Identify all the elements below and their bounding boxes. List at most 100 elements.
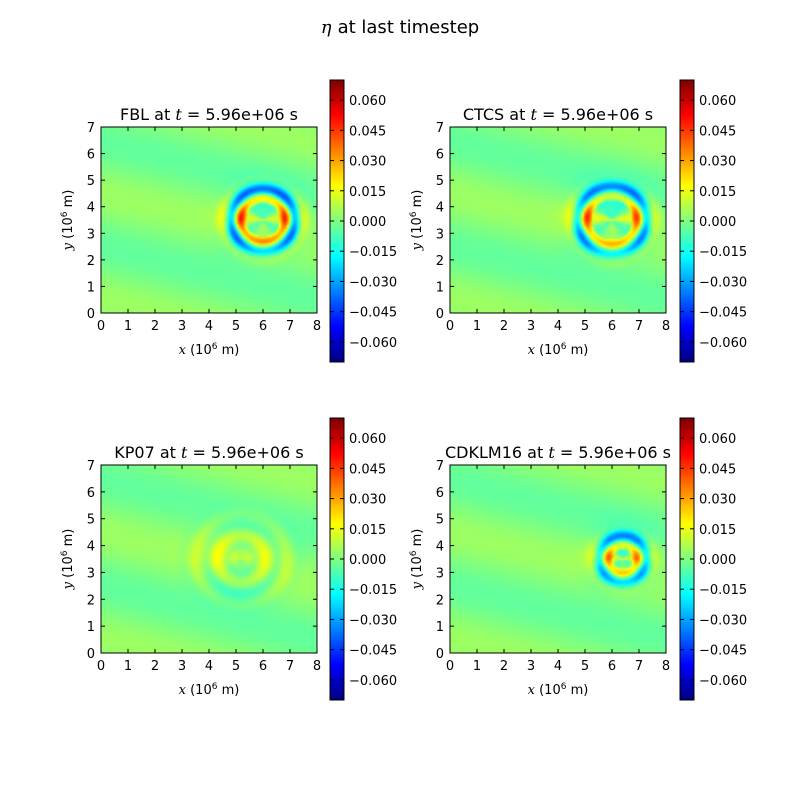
- y-tick-label: 5: [87, 174, 95, 189]
- x-tick-label: 3: [178, 659, 186, 674]
- y-tick-label: 7: [87, 121, 95, 136]
- heatmap-panel-4: CDKLM16 at t = 5.96e+06 s 0 1 2 3 4 5 6 7 8 0 1 2 3 4 5…: [409, 417, 747, 701]
- panel-title: CDKLM16 at t = 5.96e+06 s: [445, 443, 671, 462]
- x-axis-label: x (106 m): [528, 682, 589, 698]
- colorbar-tick-label: −0.015: [699, 583, 747, 598]
- panel-title-scheme: KP07 at: [114, 443, 181, 462]
- panel-title-value: = 5.96e+06 s: [537, 105, 653, 124]
- colorbar-tick-label: −0.030: [349, 613, 397, 628]
- x-tick-label: 6: [608, 319, 616, 334]
- x-tick-label: 7: [286, 659, 294, 674]
- y-tick-label: 0: [87, 307, 95, 322]
- y-tick-label: 0: [436, 647, 444, 662]
- colorbar-tick-label: −0.015: [349, 583, 397, 598]
- y-tick-label: 2: [436, 593, 444, 608]
- panel-title-value: = 5.96e+06 s: [182, 105, 298, 124]
- y-tick-label: 7: [436, 121, 444, 136]
- colorbar-tick-label: 0.045: [349, 462, 386, 477]
- x-tick-label: 4: [205, 659, 213, 674]
- y-tick-label: 2: [87, 593, 95, 608]
- colorbar-tick-label: 0.060: [699, 94, 736, 109]
- panel-title-scheme: CDKLM16 at: [445, 443, 548, 462]
- y-axis-label: y (106 m): [409, 529, 425, 591]
- y-axis-label: y (106 m): [409, 190, 425, 252]
- panel-title: FBL at t = 5.96e+06 s: [120, 105, 298, 124]
- x-tick-label: 4: [205, 319, 213, 334]
- colorbar: [680, 80, 694, 362]
- colorbar-tick-label: 0.060: [699, 432, 736, 447]
- y-tick-label: 0: [87, 647, 95, 662]
- colorbar-tick-label: 0.000: [699, 215, 736, 230]
- y-tick-label: 4: [87, 540, 95, 555]
- heatmap-panel-2: CTCS at t = 5.96e+06 s 0 1 2 3 4 5 6 7 8 0 1 2 3 4 5 6 7 x…: [409, 79, 747, 363]
- y-tick-label: 3: [87, 227, 95, 242]
- y-tick-label: 1: [87, 280, 95, 295]
- figure-title: η at last timestep: [321, 17, 479, 38]
- colorbar-tick-label: 0.030: [349, 493, 386, 508]
- y-tick-label: 4: [87, 201, 95, 216]
- x-tick-label: 3: [527, 659, 535, 674]
- colorbar-tick-label: −0.030: [699, 275, 747, 290]
- y-tick-label: 1: [436, 620, 444, 635]
- y-tick-label: 3: [436, 566, 444, 581]
- x-axis-label: x (106 m): [179, 682, 240, 698]
- y-tick-label: 6: [436, 486, 444, 501]
- colorbar-tick-label: 0.015: [349, 185, 386, 200]
- x-tick-label: 5: [232, 319, 240, 334]
- colorbar-tick-label: 0.045: [699, 462, 736, 477]
- x-tick-label: 1: [124, 659, 132, 674]
- y-axis-label: y (106 m): [60, 190, 76, 252]
- colorbar-tick-label: −0.015: [349, 245, 397, 260]
- heatmap-panel-3: KP07 at t = 5.96e+06 s 0 1 2 3 4 5 6 7 8 0 1 2 3 4 5 6 7 x…: [60, 417, 397, 701]
- x-tick-label: 6: [608, 659, 616, 674]
- colorbar-tick-label: 0.030: [699, 493, 736, 508]
- y-tick-label: 2: [87, 254, 95, 269]
- colorbar-tick-label: 0.000: [349, 215, 386, 230]
- panel-title: CTCS at t = 5.96e+06 s: [463, 105, 653, 124]
- panel-title: KP07 at t = 5.96e+06 s: [114, 443, 303, 462]
- x-tick-label: 2: [500, 319, 508, 334]
- x-tick-label: 3: [178, 319, 186, 334]
- heatmap-field: [101, 465, 317, 653]
- x-tick-label: 2: [500, 659, 508, 674]
- x-tick-label: 0: [446, 319, 454, 334]
- y-tick-label: 6: [436, 148, 444, 163]
- x-tick-label: 6: [259, 319, 267, 334]
- x-tick-label: 2: [151, 659, 159, 674]
- x-tick-label: 8: [313, 659, 321, 674]
- colorbar-tick-label: 0.030: [349, 155, 386, 170]
- x-tick-label: 8: [662, 319, 670, 334]
- y-tick-label: 7: [436, 459, 444, 474]
- x-tick-label: 1: [473, 319, 481, 334]
- y-tick-label: 3: [87, 566, 95, 581]
- y-tick-label: 0: [436, 307, 444, 322]
- heatmap-field: [101, 127, 317, 313]
- y-tick-label: 2: [436, 254, 444, 269]
- colorbar-tick-label: −0.045: [349, 644, 397, 659]
- colorbar-tick-label: −0.045: [349, 306, 397, 321]
- colorbar-tick-label: −0.045: [699, 306, 747, 321]
- x-tick-label: 4: [554, 319, 562, 334]
- x-tick-label: 6: [259, 659, 267, 674]
- panel-title-value: = 5.96e+06 s: [555, 443, 671, 462]
- x-tick-label: 5: [581, 659, 589, 674]
- panel-title-var: t: [530, 105, 537, 124]
- x-axis-label: x (106 m): [179, 342, 240, 358]
- x-tick-label: 8: [662, 659, 670, 674]
- x-tick-label: 1: [124, 319, 132, 334]
- colorbar-tick-label: 0.045: [349, 124, 386, 139]
- colorbar-tick-label: 0.000: [349, 553, 386, 568]
- x-tick-label: 0: [97, 659, 105, 674]
- x-tick-label: 3: [527, 319, 535, 334]
- colorbar: [330, 80, 344, 362]
- panel-title-scheme: FBL at: [120, 105, 175, 124]
- x-tick-label: 5: [232, 659, 240, 674]
- panel-title-var: t: [548, 443, 555, 462]
- y-tick-label: 1: [87, 620, 95, 635]
- y-tick-label: 5: [436, 174, 444, 189]
- x-tick-label: 2: [151, 319, 159, 334]
- x-tick-label: 1: [473, 659, 481, 674]
- colorbar-tick-label: 0.030: [699, 155, 736, 170]
- y-tick-label: 6: [87, 486, 95, 501]
